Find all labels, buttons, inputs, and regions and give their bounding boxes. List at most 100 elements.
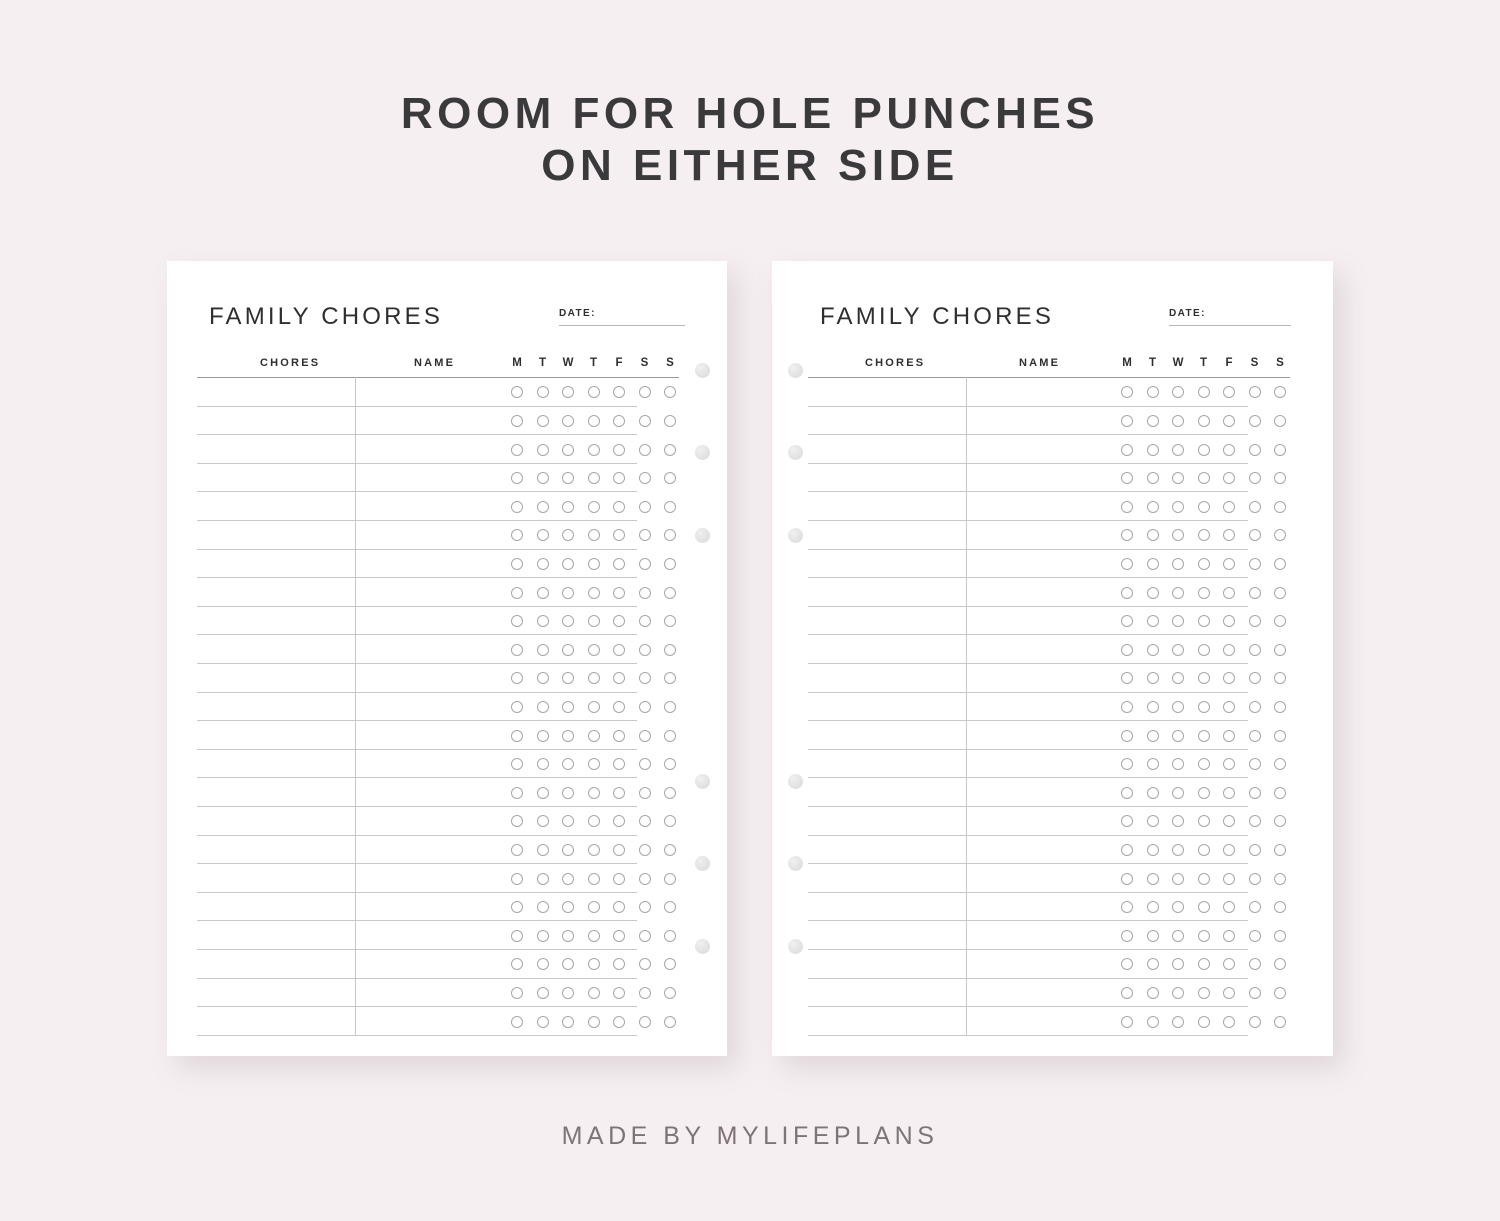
checkbox-circle[interactable] — [511, 529, 523, 541]
checkbox-circle[interactable] — [511, 587, 523, 599]
checkbox-circle[interactable] — [639, 415, 651, 427]
checkbox-circle[interactable] — [1147, 1016, 1159, 1028]
checkbox-circle[interactable] — [588, 444, 600, 456]
checkbox-circle[interactable] — [1198, 844, 1210, 856]
checkbox-circle[interactable] — [1121, 444, 1133, 456]
checkbox-circle[interactable] — [613, 529, 625, 541]
checkbox-circle[interactable] — [511, 930, 523, 942]
checkbox-circle[interactable] — [1198, 730, 1210, 742]
checkbox-circle[interactable] — [1198, 415, 1210, 427]
checkbox-circle[interactable] — [1147, 758, 1159, 770]
checkbox-circle[interactable] — [588, 644, 600, 656]
checkbox-circle[interactable] — [588, 930, 600, 942]
checkbox-circle[interactable] — [588, 730, 600, 742]
checkbox-circle[interactable] — [1249, 815, 1261, 827]
checkbox-circle[interactable] — [511, 701, 523, 713]
checkbox-circle[interactable] — [1147, 815, 1159, 827]
checkbox-circle[interactable] — [537, 987, 549, 999]
checkbox-circle[interactable] — [1198, 758, 1210, 770]
checkbox-circle[interactable] — [537, 758, 549, 770]
checkbox-circle[interactable] — [639, 558, 651, 570]
checkbox-circle[interactable] — [664, 415, 676, 427]
checkbox-circle[interactable] — [1249, 615, 1261, 627]
checkbox-circle[interactable] — [588, 787, 600, 799]
checkbox-circle[interactable] — [1121, 587, 1133, 599]
checkbox-circle[interactable] — [562, 386, 574, 398]
checkbox-circle[interactable] — [588, 758, 600, 770]
checkbox-circle[interactable] — [537, 587, 549, 599]
checkbox-circle[interactable] — [1198, 930, 1210, 942]
checkbox-circle[interactable] — [639, 730, 651, 742]
checkbox-circle[interactable] — [1249, 386, 1261, 398]
checkbox-circle[interactable] — [664, 901, 676, 913]
checkbox-circle[interactable] — [537, 815, 549, 827]
checkbox-circle[interactable] — [1249, 758, 1261, 770]
checkbox-circle[interactable] — [1249, 901, 1261, 913]
checkbox-circle[interactable] — [1147, 587, 1159, 599]
checkbox-circle[interactable] — [588, 587, 600, 599]
checkbox-circle[interactable] — [562, 873, 574, 885]
checkbox-circle[interactable] — [664, 501, 676, 513]
checkbox-circle[interactable] — [613, 501, 625, 513]
checkbox-circle[interactable] — [1198, 987, 1210, 999]
checkbox-circle[interactable] — [537, 1016, 549, 1028]
checkbox-circle[interactable] — [613, 758, 625, 770]
checkbox-circle[interactable] — [664, 672, 676, 684]
checkbox-circle[interactable] — [511, 758, 523, 770]
checkbox-circle[interactable] — [664, 873, 676, 885]
checkbox-circle[interactable] — [1223, 529, 1235, 541]
checkbox-circle[interactable] — [1172, 701, 1184, 713]
checkbox-circle[interactable] — [664, 386, 676, 398]
checkbox-circle[interactable] — [1249, 1016, 1261, 1028]
checkbox-circle[interactable] — [537, 386, 549, 398]
checkbox-circle[interactable] — [613, 444, 625, 456]
checkbox-circle[interactable] — [511, 644, 523, 656]
checkbox-circle[interactable] — [537, 901, 549, 913]
checkbox-circle[interactable] — [511, 415, 523, 427]
checkbox-circle[interactable] — [1121, 386, 1133, 398]
checkbox-circle[interactable] — [613, 558, 625, 570]
checkbox-circle[interactable] — [613, 787, 625, 799]
checkbox-circle[interactable] — [1249, 701, 1261, 713]
checkbox-circle[interactable] — [1198, 873, 1210, 885]
checkbox-circle[interactable] — [613, 730, 625, 742]
checkbox-circle[interactable] — [1223, 844, 1235, 856]
checkbox-circle[interactable] — [1274, 386, 1286, 398]
checkbox-circle[interactable] — [1121, 701, 1133, 713]
checkbox-circle[interactable] — [1147, 930, 1159, 942]
checkbox-circle[interactable] — [511, 844, 523, 856]
checkbox-circle[interactable] — [588, 958, 600, 970]
checkbox-circle[interactable] — [1223, 730, 1235, 742]
checkbox-circle[interactable] — [1147, 672, 1159, 684]
checkbox-circle[interactable] — [1223, 958, 1235, 970]
checkbox-circle[interactable] — [639, 758, 651, 770]
checkbox-circle[interactable] — [537, 930, 549, 942]
checkbox-circle[interactable] — [1121, 529, 1133, 541]
checkbox-circle[interactable] — [1172, 644, 1184, 656]
checkbox-circle[interactable] — [1223, 758, 1235, 770]
checkbox-circle[interactable] — [1249, 587, 1261, 599]
checkbox-circle[interactable] — [1172, 615, 1184, 627]
checkbox-circle[interactable] — [1172, 844, 1184, 856]
checkbox-circle[interactable] — [1121, 958, 1133, 970]
checkbox-circle[interactable] — [1198, 558, 1210, 570]
checkbox-circle[interactable] — [562, 758, 574, 770]
checkbox-circle[interactable] — [1121, 558, 1133, 570]
checkbox-circle[interactable] — [562, 615, 574, 627]
checkbox-circle[interactable] — [511, 672, 523, 684]
checkbox-circle[interactable] — [1147, 873, 1159, 885]
checkbox-circle[interactable] — [639, 501, 651, 513]
checkbox-circle[interactable] — [511, 1016, 523, 1028]
checkbox-circle[interactable] — [1249, 472, 1261, 484]
checkbox-circle[interactable] — [1198, 386, 1210, 398]
checkbox-circle[interactable] — [639, 844, 651, 856]
checkbox-circle[interactable] — [562, 501, 574, 513]
checkbox-circle[interactable] — [511, 615, 523, 627]
checkbox-circle[interactable] — [537, 615, 549, 627]
checkbox-circle[interactable] — [1223, 672, 1235, 684]
checkbox-circle[interactable] — [613, 386, 625, 398]
checkbox-circle[interactable] — [588, 529, 600, 541]
checkbox-circle[interactable] — [511, 730, 523, 742]
checkbox-circle[interactable] — [588, 1016, 600, 1028]
checkbox-circle[interactable] — [613, 815, 625, 827]
